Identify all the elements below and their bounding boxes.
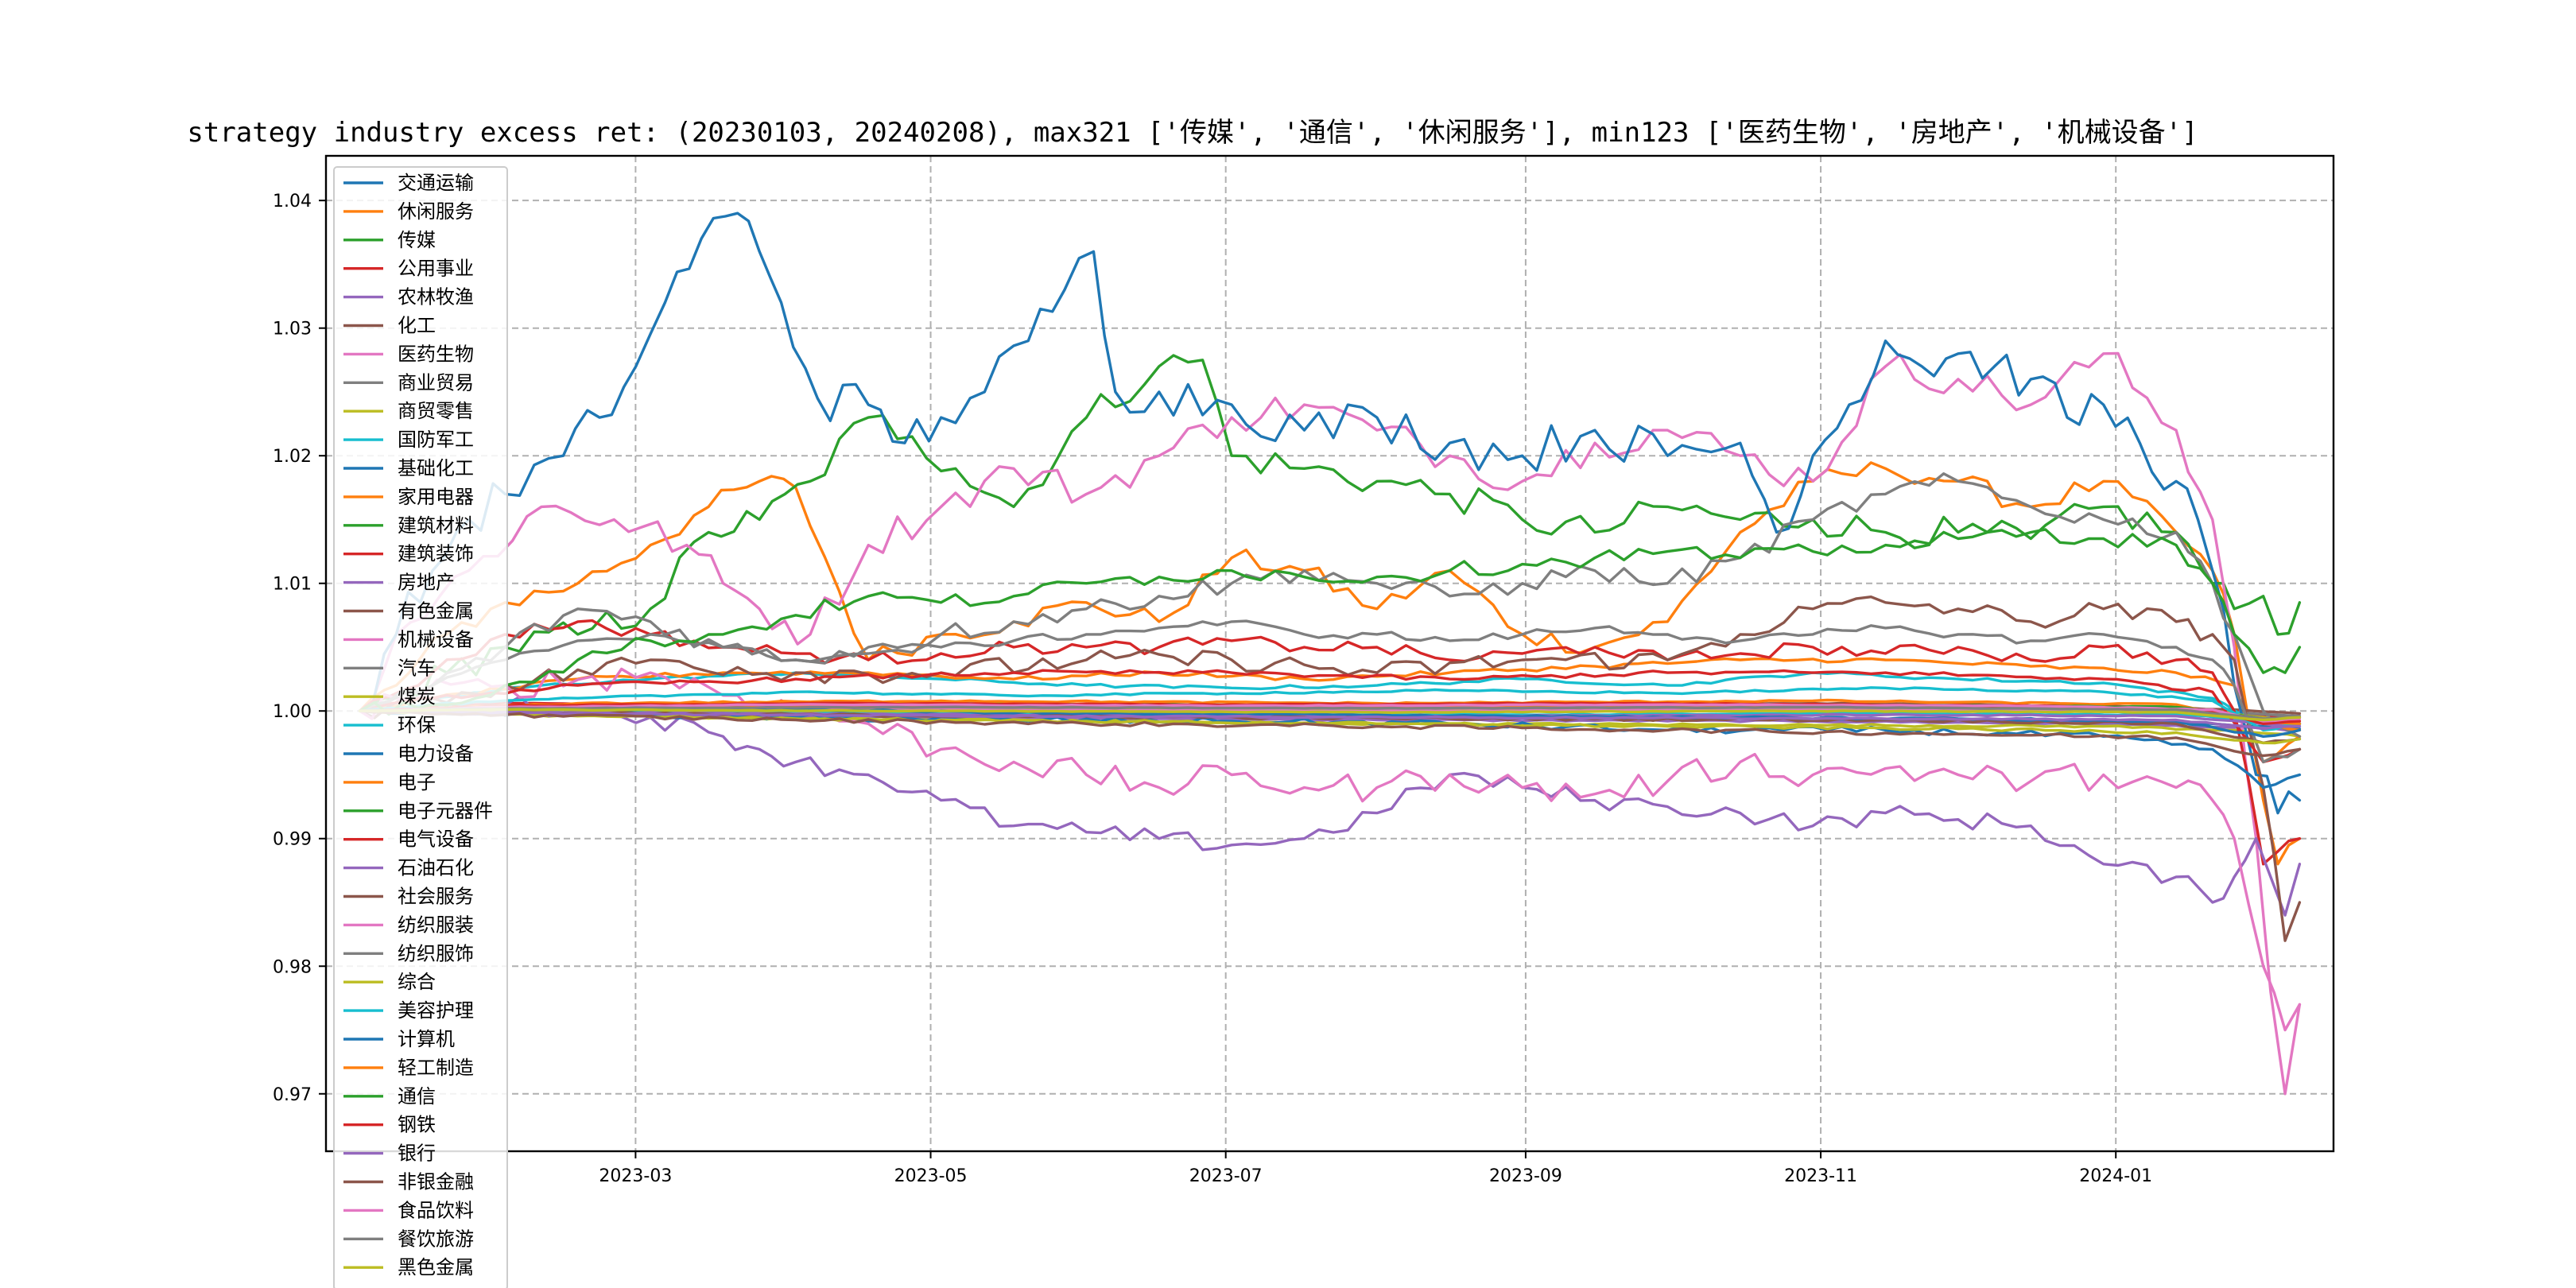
legend-label: 综合 — [398, 971, 436, 993]
legend-label: 商业贸易 — [398, 371, 474, 394]
legend-label: 轻工制造 — [398, 1057, 474, 1079]
legend-label: 建筑装饰 — [398, 543, 474, 565]
x-tick-label: 2023-09 — [1489, 1166, 1562, 1186]
series-line-15 — [358, 596, 2302, 942]
legend-label: 电气设备 — [398, 828, 474, 851]
series-line-6 — [358, 351, 2302, 1096]
legend-label: 国防军工 — [398, 429, 474, 451]
legend-label: 纺织服装 — [398, 914, 474, 936]
x-tick-label: 2023-03 — [599, 1166, 672, 1186]
legend-label: 汽车 — [398, 657, 436, 679]
legend-label: 社会服务 — [398, 886, 474, 908]
series-line-38 — [358, 708, 2302, 722]
legend-label: 食品饮料 — [398, 1199, 474, 1221]
series-line-16 — [358, 667, 2302, 1032]
legend-label: 机械设备 — [398, 628, 474, 650]
y-tick-label: 1.04 — [273, 192, 312, 211]
series-layer — [358, 211, 2302, 1096]
y-tick-label: 0.97 — [273, 1085, 312, 1105]
legend-label: 建筑材料 — [398, 514, 474, 537]
legend-label: 钢铁 — [398, 1114, 436, 1136]
series-line-29 — [358, 686, 2302, 731]
legend: 交通运输休闲服务传媒公用事业农林牧渔化工医药生物商业贸易商贸零售国防军工基础化工… — [333, 166, 508, 1288]
series-line-32 — [358, 528, 2302, 716]
legend-label: 电力设备 — [398, 743, 474, 765]
legend-label: 计算机 — [398, 1028, 455, 1050]
series-line-10 — [358, 211, 2302, 815]
legend-label: 石油石化 — [398, 857, 474, 879]
tick-layer: 0.97 0.98 0.99 1.00 1.01 1.02 1.03 1.04 2023-03 2… — [273, 192, 2152, 1186]
legend-label: 纺织服饰 — [398, 942, 474, 964]
y-tick-label: 1.00 — [273, 702, 312, 722]
x-tick-label: 2024-01 — [2079, 1166, 2152, 1186]
legend-label: 美容护理 — [398, 999, 474, 1022]
legend-label: 电子 — [398, 771, 436, 793]
series-line-36 — [358, 703, 2302, 723]
legend-box — [333, 166, 508, 1288]
series-line-34 — [358, 709, 2302, 731]
legend-label: 农林牧渔 — [398, 286, 474, 308]
y-tick-label: 1.03 — [273, 320, 312, 339]
legend-label: 医药生物 — [398, 343, 474, 365]
legend-label: 家用电器 — [398, 486, 474, 508]
legend-label: 黑色金属 — [398, 1256, 474, 1278]
legend-label: 休闲服务 — [398, 200, 474, 223]
series-line-37 — [358, 705, 2302, 720]
y-tick-label: 0.98 — [273, 957, 312, 977]
x-tick-label: 2023-11 — [1784, 1166, 1857, 1186]
x-tick-label: 2023-07 — [1189, 1166, 1263, 1186]
legend-label: 商贸零售 — [398, 400, 474, 422]
legend-label: 交通运输 — [398, 172, 474, 194]
series-line-2 — [358, 354, 2302, 712]
series-line-11 — [358, 657, 2302, 764]
series-line-35 — [358, 708, 2302, 758]
series-line-28 — [358, 709, 2302, 745]
legend-label: 环保 — [398, 714, 436, 736]
legend-label: 通信 — [398, 1085, 436, 1108]
series-line-17 — [358, 472, 2302, 738]
legend-label: 公用事业 — [398, 258, 474, 280]
y-tick-label: 1.01 — [273, 575, 312, 595]
y-tick-label: 1.02 — [273, 447, 312, 467]
legend-label: 煤炭 — [398, 685, 436, 708]
chart-title: strategy industry excess ret: (20230103,… — [187, 117, 2198, 149]
series-line-1 — [358, 461, 2302, 866]
series-line-9 — [358, 671, 2302, 725]
y-tick-label: 0.99 — [273, 830, 312, 850]
series-line-14 — [358, 696, 2302, 917]
legend-label: 化工 — [398, 315, 436, 337]
legend-label: 银行 — [398, 1143, 436, 1165]
x-tick-label: 2023-05 — [894, 1166, 968, 1186]
legend-label: 餐饮旅游 — [398, 1228, 474, 1250]
legend-label: 电子元器件 — [398, 800, 493, 822]
legend-label: 房地产 — [398, 572, 455, 594]
legend-label: 基础化工 — [398, 457, 474, 479]
legend-label: 有色金属 — [398, 600, 474, 623]
legend-label: 传媒 — [398, 229, 436, 251]
plot-frame — [324, 154, 2335, 1153]
series-line-23 — [358, 669, 2302, 764]
legend-label: 非银金融 — [398, 1171, 474, 1193]
